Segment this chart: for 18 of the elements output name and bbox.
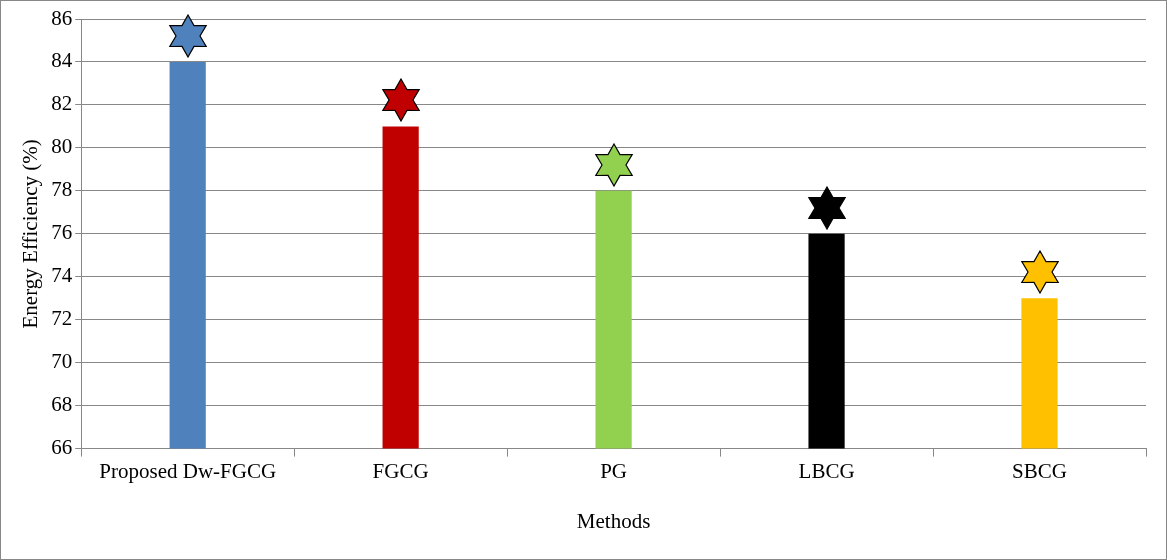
x-tick-label: SBCG [1012, 458, 1067, 483]
y-tick-label: 80 [51, 134, 73, 159]
x-tick-label: Proposed Dw-FGCG [99, 458, 277, 483]
y-tick-label: 78 [51, 177, 73, 202]
y-tick-label: 86 [51, 5, 73, 30]
x-axis-title: Methods [576, 508, 651, 533]
y-axis-title: Energy Efficiency (%) [18, 139, 43, 329]
y-tick-label: 68 [51, 392, 73, 417]
y-tick-label: 76 [51, 220, 73, 245]
y-tick-label: 82 [51, 91, 73, 116]
y-tick-label: 74 [51, 263, 73, 288]
y-tick-label: 66 [51, 435, 73, 460]
y-tick-label: 84 [51, 48, 73, 73]
y-tick-label: 72 [51, 306, 73, 331]
x-tick-label: FGCG [372, 458, 429, 483]
y-tick-label: 70 [51, 349, 73, 374]
x-tick-label: LBCG [798, 458, 855, 483]
x-tick-label: PG [600, 458, 628, 483]
